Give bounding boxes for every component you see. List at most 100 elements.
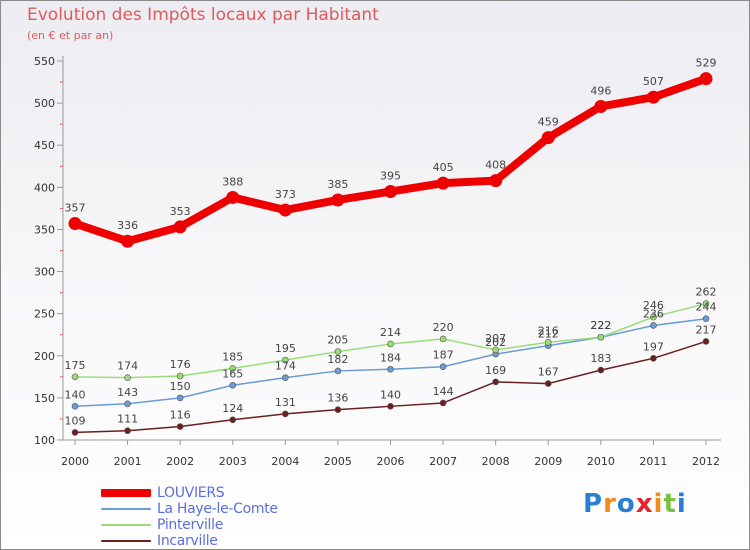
y-tick-label: 250 <box>34 308 55 321</box>
data-point-pinterville <box>71 373 79 381</box>
brand-letter: o <box>616 489 636 519</box>
legend-swatch <box>101 524 151 526</box>
data-label-louviers: 408 <box>485 159 506 172</box>
data-label-incarville: 167 <box>538 366 559 379</box>
y-tick-label: 100 <box>34 434 55 447</box>
x-tick-label: 2004 <box>271 455 299 468</box>
data-label-incarville: 217 <box>696 323 717 336</box>
data-label-louviers: 496 <box>590 84 611 97</box>
data-label-louviers: 353 <box>170 205 191 218</box>
data-label-pinterville: 246 <box>643 299 664 312</box>
y-tick-label: 150 <box>34 392 55 405</box>
x-tick-label: 2005 <box>324 455 352 468</box>
data-label-la-haye-le-comte: 143 <box>117 386 138 399</box>
data-label-incarville: 140 <box>380 388 401 401</box>
x-tick-label: 2010 <box>587 455 615 468</box>
series-layer <box>68 72 713 436</box>
data-label-incarville: 136 <box>327 392 348 405</box>
data-point-la-haye-le-comte <box>282 374 289 381</box>
brand-letter: x <box>635 489 654 519</box>
data-label-pinterville: 262 <box>696 286 717 299</box>
x-tick-label: 2009 <box>534 455 562 468</box>
data-point-incarville <box>334 406 342 413</box>
data-point-louviers <box>121 234 135 248</box>
data-label-pinterville: 205 <box>327 334 348 347</box>
data-point-louviers <box>331 193 345 207</box>
data-point-louviers <box>278 203 292 217</box>
data-point-incarville <box>492 378 499 386</box>
data-point-pinterville <box>176 372 184 380</box>
data-label-louviers: 373 <box>275 188 296 201</box>
data-point-la-haye-le-comte <box>439 363 447 371</box>
data-point-la-haye-le-comte <box>387 365 394 373</box>
brand-letter: P <box>583 489 604 519</box>
legend-swatch <box>101 489 151 497</box>
y-tick-label: 500 <box>34 97 55 110</box>
data-point-pinterville <box>702 300 710 307</box>
data-point-louviers <box>646 90 660 104</box>
data-label-pinterville: 185 <box>222 350 243 363</box>
data-point-la-haye-le-comte <box>71 403 79 410</box>
data-point-incarville <box>544 380 552 387</box>
data-label-la-haye-le-comte: 174 <box>275 360 296 373</box>
data-point-pinterville <box>334 348 342 355</box>
x-tick-label: 2001 <box>114 455 142 468</box>
data-point-louviers <box>699 72 713 86</box>
x-tick-label: 2002 <box>166 455 194 468</box>
legend-label: Incarville <box>157 533 218 549</box>
x-tick-label: 2007 <box>429 455 457 468</box>
data-label-la-haye-le-comte: 187 <box>433 349 454 362</box>
data-label-louviers: 357 <box>65 202 86 215</box>
legend-label: Pinterville <box>157 517 224 533</box>
data-label-la-haye-le-comte: 182 <box>327 353 348 366</box>
brand-letter: t <box>663 489 677 519</box>
data-point-la-haye-le-comte <box>176 394 184 402</box>
data-point-la-haye-le-comte <box>650 322 657 329</box>
data-point-pinterville <box>544 339 552 346</box>
data-point-pinterville <box>492 346 499 354</box>
data-label-la-haye-le-comte: 212 <box>538 328 559 341</box>
data-label-incarville: 183 <box>590 352 611 365</box>
data-label-pinterville: 195 <box>275 342 296 355</box>
data-point-incarville <box>702 338 710 345</box>
x-tick-label: 2006 <box>377 455 405 468</box>
data-point-incarville <box>124 427 131 435</box>
data-label-pinterville: 220 <box>433 321 454 334</box>
x-tick-label: 2012 <box>692 455 720 468</box>
data-label-incarville: 116 <box>170 409 191 422</box>
legend-label: LOUVIERS <box>157 485 225 501</box>
data-label-louviers: 459 <box>538 116 559 129</box>
data-label-pinterville: 176 <box>170 358 191 371</box>
data-label-incarville: 131 <box>275 396 296 409</box>
data-labels: 357 336 353 388 373 385 395 405 408 459 496 507 529 1… <box>65 57 717 428</box>
data-label-la-haye-le-comte: 202 <box>485 336 506 349</box>
legend-swatch <box>101 540 151 542</box>
data-point-louviers <box>68 217 82 231</box>
y-tick-label: 350 <box>34 223 55 236</box>
axes: 100 150 200 250 300 350 400 450 500 550 2000 2001 20… <box>34 55 721 468</box>
data-point-la-haye-le-comte <box>702 315 710 323</box>
data-label-la-haye-le-comte: 222 <box>590 319 611 332</box>
x-tick-label: 2011 <box>639 455 667 468</box>
legend-label: La Haye-le-Comte <box>157 501 278 517</box>
data-point-louviers <box>226 190 240 204</box>
data-label-incarville: 124 <box>222 402 243 415</box>
data-point-pinterville <box>387 340 394 348</box>
data-point-louviers <box>173 220 187 234</box>
data-label-louviers: 385 <box>327 178 348 191</box>
data-point-incarville <box>71 429 79 436</box>
data-point-pinterville <box>597 333 605 341</box>
data-point-la-haye-le-comte <box>229 381 237 389</box>
data-label-incarville: 109 <box>65 414 86 427</box>
data-point-pinterville <box>439 335 447 343</box>
data-label-la-haye-le-comte: 184 <box>380 351 401 364</box>
brand-logo: Proxiti <box>583 489 687 519</box>
x-tick-label: 2000 <box>61 455 89 468</box>
y-tick-label: 200 <box>34 350 55 363</box>
data-point-incarville <box>282 410 289 418</box>
chart-subtitle: (en € et par an) <box>27 29 114 42</box>
brand-letter: i <box>653 489 664 519</box>
y-tick-label: 450 <box>34 139 55 152</box>
